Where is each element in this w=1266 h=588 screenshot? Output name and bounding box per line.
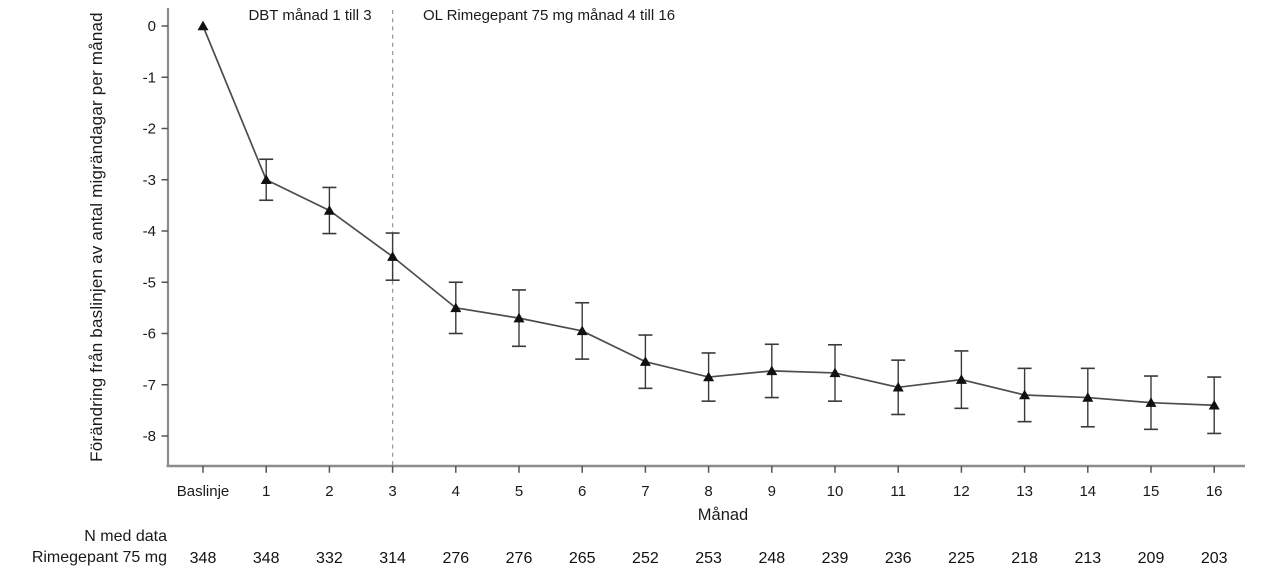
data-point-marker: [955, 374, 967, 384]
n-value: 236: [885, 550, 912, 567]
n-table-header: N med data: [84, 528, 167, 545]
n-value: 203: [1201, 550, 1228, 567]
n-value: 239: [822, 550, 849, 567]
x-tick-label: 3: [388, 483, 396, 500]
x-tick-label: 5: [515, 483, 523, 500]
y-tick-label: -1: [143, 69, 156, 86]
x-tick-label: 12: [953, 483, 970, 500]
x-tick-label: Baslinje: [177, 483, 230, 500]
x-tick-label: 6: [578, 483, 586, 500]
data-point-marker: [639, 356, 651, 366]
y-axis-title: Förändring från baslinjen av antal migrä…: [87, 12, 106, 462]
phase-label-ol: OL Rimegepant 75 mg månad 4 till 16: [422, 7, 676, 24]
data-point-marker: [260, 174, 272, 184]
n-value: 265: [569, 550, 596, 567]
data-point-marker: [829, 367, 841, 378]
x-tick-label: 13: [1016, 483, 1033, 500]
n-value: 276: [442, 550, 469, 567]
data-point-marker: [197, 20, 209, 31]
y-tick-label: -3: [143, 172, 156, 189]
x-tick-label: 10: [827, 483, 844, 500]
x-tick-label: 15: [1143, 483, 1160, 500]
x-tick-label: 7: [641, 483, 649, 500]
n-value: 252: [632, 550, 659, 567]
series-line: [202, 25, 1215, 407]
data-point-marker: [766, 365, 778, 376]
data-point-marker: [450, 302, 462, 313]
x-tick-label: 2: [325, 483, 333, 500]
n-value: 225: [948, 550, 975, 567]
y-tick-label: -6: [143, 326, 156, 343]
x-tick-label: 11: [890, 483, 906, 500]
data-point-marker: [892, 381, 904, 392]
data-point-marker: [1019, 389, 1031, 400]
x-axis-title: Månad: [697, 506, 749, 524]
y-tick-label: -8: [143, 428, 156, 445]
y-tick-label: 0: [148, 18, 156, 35]
n-value: 213: [1074, 550, 1101, 567]
n-table-row-label: Rimegepant 75 mg: [31, 549, 167, 566]
data-point-marker: [1145, 397, 1157, 407]
n-value: 218: [1011, 550, 1038, 567]
n-value: 248: [758, 550, 785, 567]
n-value: 348: [190, 550, 217, 567]
y-tick-label: -7: [143, 377, 156, 394]
n-value: 348: [253, 550, 280, 567]
phase-label-dbt: DBT månad 1 till 3: [248, 7, 372, 24]
data-point-marker: [1208, 399, 1220, 410]
x-tick-label: 14: [1079, 483, 1096, 500]
x-tick-label: 16: [1206, 483, 1223, 500]
n-value: 332: [316, 550, 343, 567]
x-tick-label: 9: [768, 483, 776, 500]
y-tick-label: -2: [143, 121, 156, 138]
data-point-marker: [576, 325, 588, 336]
data-point-marker: [703, 371, 715, 382]
y-tick-label: -4: [143, 223, 156, 240]
n-value: 276: [506, 550, 533, 567]
n-value: 209: [1138, 550, 1165, 567]
data-point-marker: [513, 312, 525, 323]
y-tick-label: -5: [143, 274, 156, 291]
data-point-marker: [387, 251, 399, 261]
x-tick-label: 4: [452, 483, 460, 500]
x-tick-label: 8: [704, 483, 712, 500]
data-point-marker: [1082, 392, 1094, 402]
n-value: 253: [695, 550, 722, 567]
n-value: 314: [379, 550, 406, 567]
data-point-marker: [323, 205, 335, 215]
x-tick-label: 1: [262, 483, 270, 500]
